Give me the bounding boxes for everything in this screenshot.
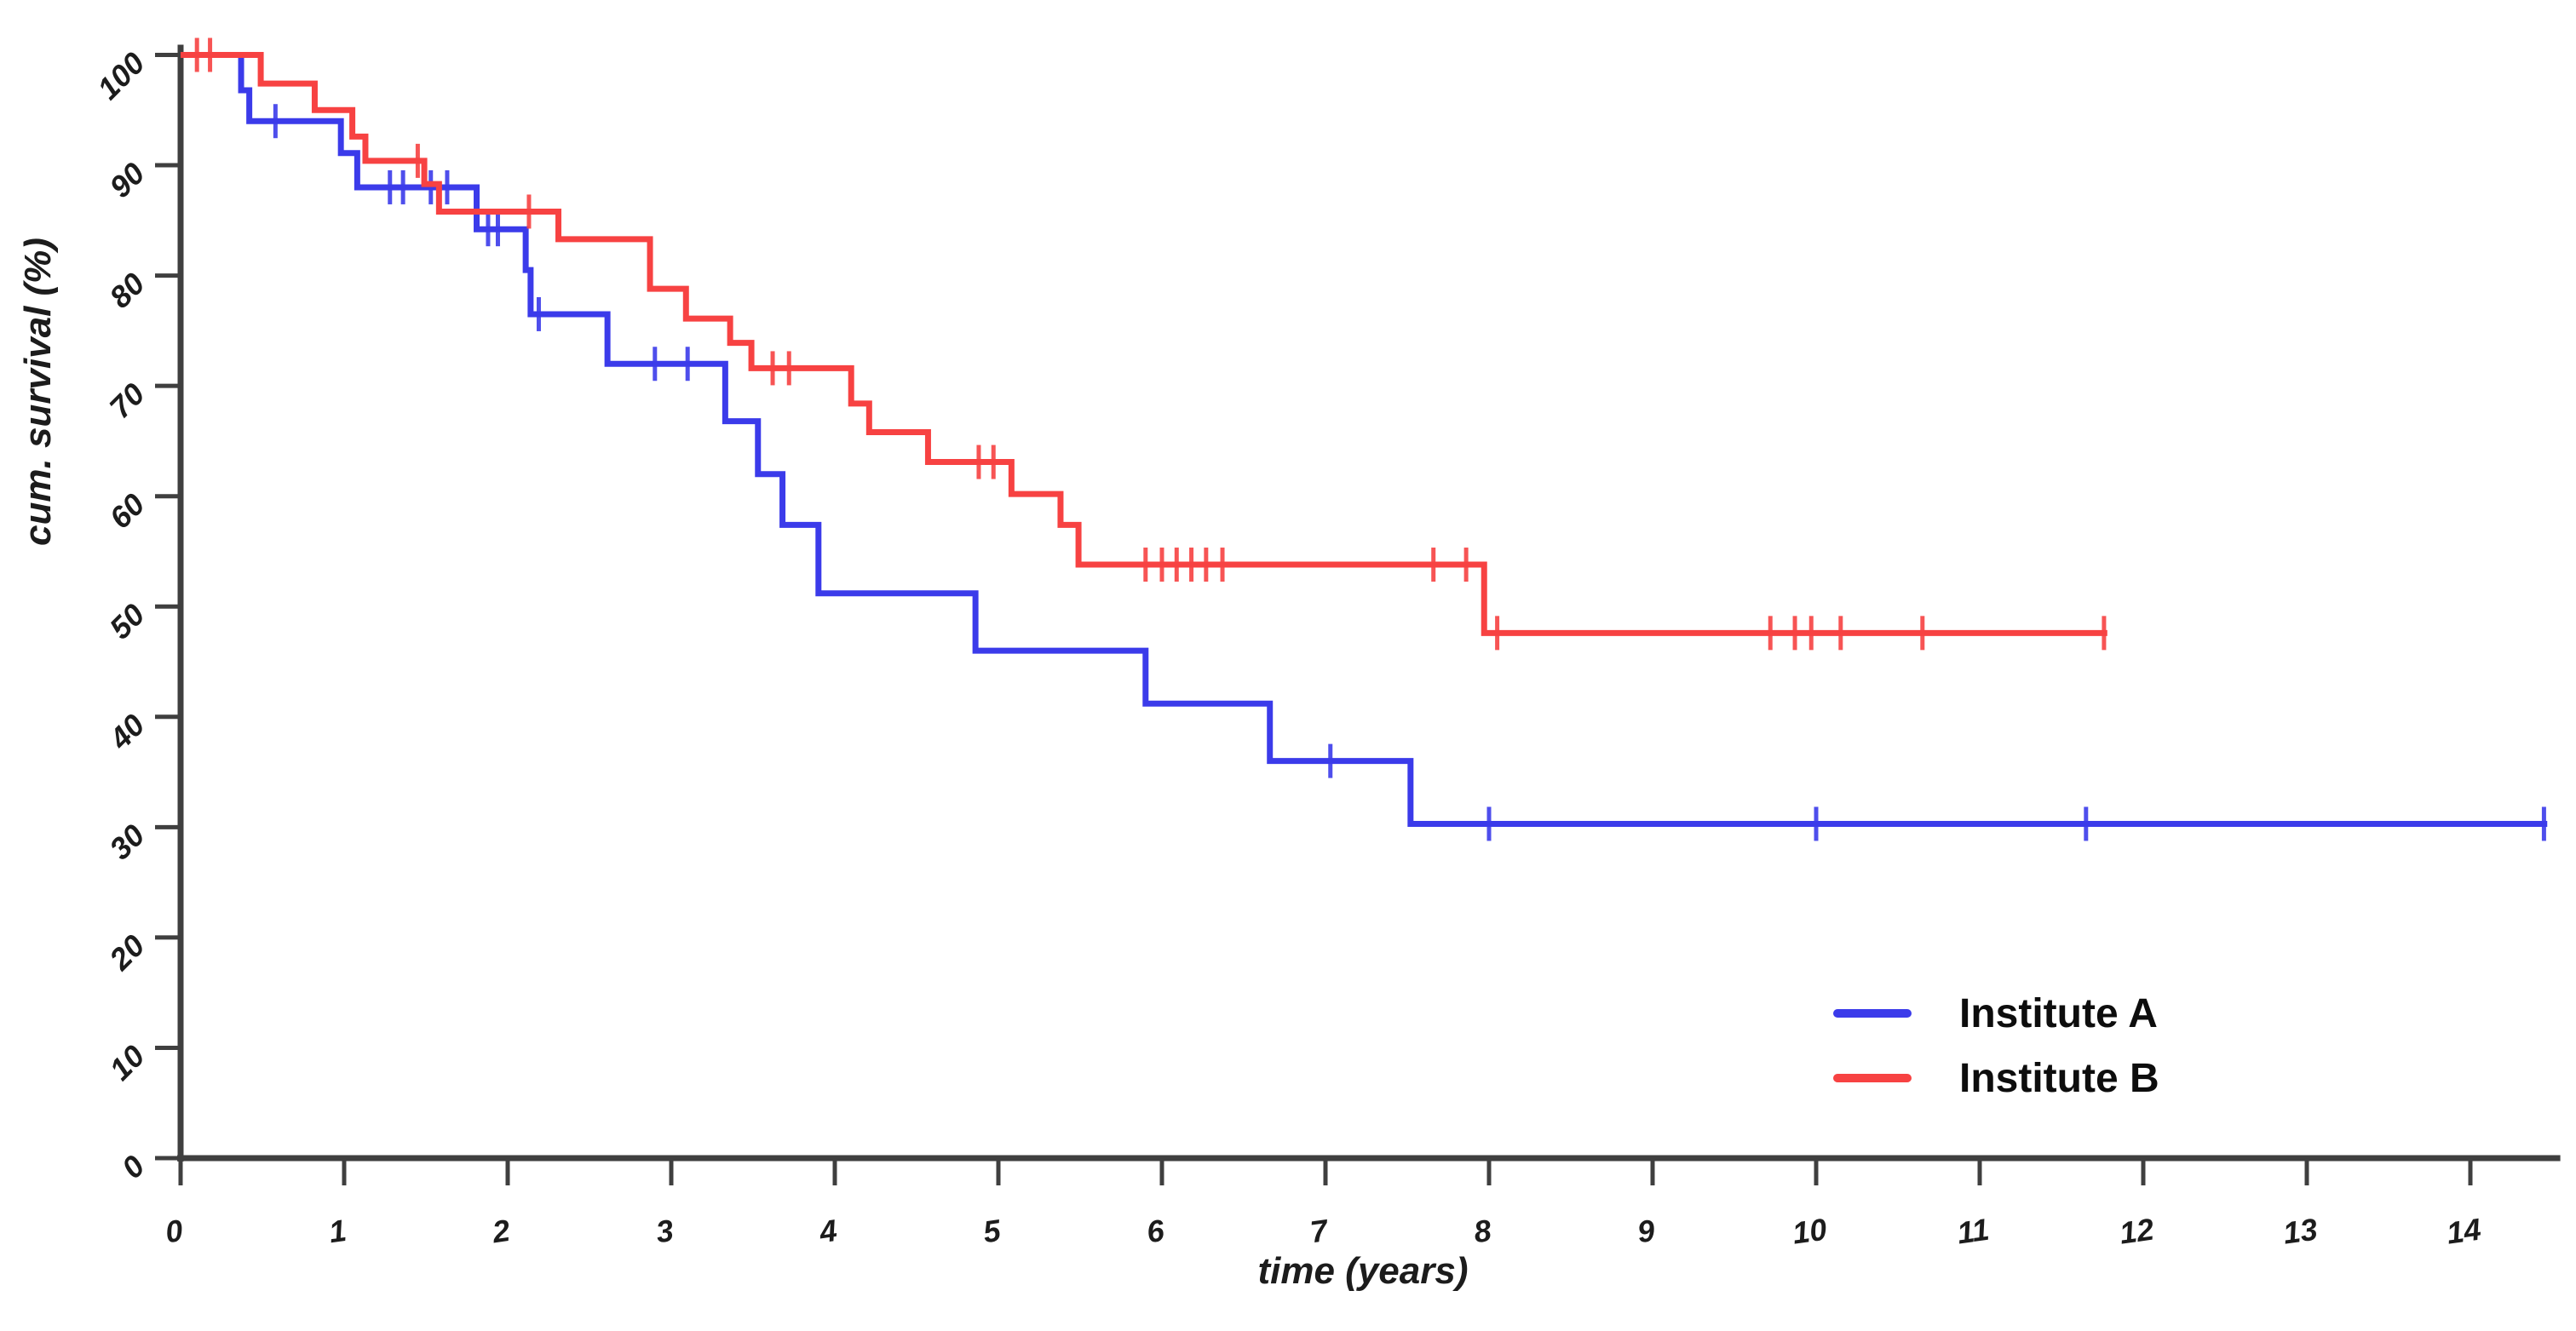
y-tick-label-0: 0 xyxy=(115,1149,152,1185)
x-tick-label-11: 11 xyxy=(1955,1212,1992,1251)
x-tick-label-12: 12 xyxy=(2118,1212,2156,1251)
y-tick-label-30: 30 xyxy=(102,818,151,866)
x-axis-title: time (years) xyxy=(1257,1250,1469,1292)
legend-item-institute-a: Institute A xyxy=(1833,981,2159,1046)
y-tick-label-90: 90 xyxy=(102,156,151,204)
x-tick-label-9: 9 xyxy=(1635,1213,1657,1249)
x-axis-title-wrap: time (years) xyxy=(1141,1250,1584,1293)
x-tick-label-14: 14 xyxy=(2445,1212,2483,1251)
legend-swatch-institute-a xyxy=(1833,1009,1912,1018)
y-axis-title: cum. survival (%) xyxy=(17,238,59,546)
legend-label-institute-a: Institute A xyxy=(1959,990,2158,1036)
x-tick-label-3: 3 xyxy=(653,1213,676,1249)
x-tick-label-13: 13 xyxy=(2281,1212,2320,1251)
x-tick-label-2: 2 xyxy=(489,1213,512,1250)
x-tick-label-0: 0 xyxy=(163,1213,185,1249)
y-axis-title-wrap: cum. survival (%) xyxy=(17,128,65,656)
series-institute-b xyxy=(181,37,2107,651)
y-tick-label-100: 100 xyxy=(90,45,151,106)
legend-item-institute-b: Institute B xyxy=(1833,1046,2159,1110)
legend: Institute A Institute B xyxy=(1833,981,2159,1110)
y-tick-label-70: 70 xyxy=(102,376,151,425)
x-tick-label-5: 5 xyxy=(980,1213,1003,1250)
y-tick-label-10: 10 xyxy=(102,1038,151,1087)
y-tick-label-50: 50 xyxy=(102,597,151,645)
x-tick-label-8: 8 xyxy=(1471,1213,1493,1249)
x-tick-label-6: 6 xyxy=(1144,1213,1167,1250)
x-tick-label-4: 4 xyxy=(816,1213,839,1250)
x-tick-label-10: 10 xyxy=(1791,1212,1829,1251)
x-tick-label-1: 1 xyxy=(326,1213,348,1249)
legend-label-institute-b: Institute B xyxy=(1959,1055,2159,1101)
legend-swatch-institute-b xyxy=(1833,1074,1912,1082)
y-tick-label-80: 80 xyxy=(102,266,151,314)
survival-step-line xyxy=(181,52,2548,827)
y-tick-label-60: 60 xyxy=(102,486,151,535)
series-institute-a xyxy=(181,52,2548,841)
x-tick-label-7: 7 xyxy=(1308,1213,1331,1250)
survival-step-line xyxy=(181,52,2107,636)
y-tick-label-20: 20 xyxy=(102,928,152,978)
y-tick-label-40: 40 xyxy=(102,707,152,756)
